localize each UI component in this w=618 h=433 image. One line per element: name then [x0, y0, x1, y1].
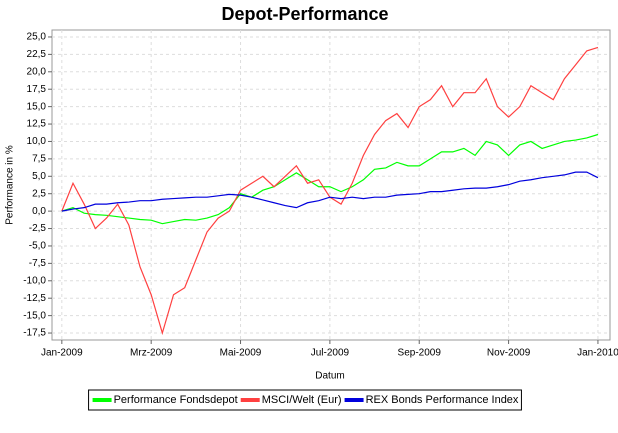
x-tick-label: Mai-2009	[220, 348, 262, 359]
y-tick-label: 2,5	[32, 188, 46, 199]
x-tick-label: Nov-2009	[487, 348, 531, 359]
x-tick-label: Mrz-2009	[130, 348, 173, 359]
x-tick-label: Jan-2010	[577, 348, 618, 359]
legend-box	[88, 389, 522, 411]
y-tick-label: 17,5	[27, 84, 47, 95]
y-tick-label: -17,5	[23, 328, 46, 339]
y-tick-label: -12,5	[23, 293, 46, 304]
y-tick-label: -2,5	[29, 223, 47, 234]
x-tick-label: Sep-2009	[398, 348, 442, 359]
y-tick-label: 12,5	[27, 119, 47, 130]
y-tick-label: 0,0	[32, 206, 46, 217]
y-tick-label: 25,0	[27, 32, 47, 43]
legend-label: MSCI/Welt (Eur)	[262, 394, 342, 406]
y-tick-label: -10,0	[23, 275, 46, 286]
x-axis-title: Datum	[315, 371, 344, 382]
series-line	[61, 171, 599, 212]
y-axis-title: Performance in %	[5, 145, 16, 225]
y-tick-label: 7,5	[32, 154, 46, 165]
x-tick-label: Jul-2009	[311, 348, 350, 359]
y-tick-label: 5,0	[32, 171, 46, 182]
y-tick-label: 10,0	[27, 136, 47, 147]
y-tick-label: 20,0	[27, 66, 47, 77]
y-tick-label: -7,5	[29, 258, 47, 269]
chart-title: Depot-Performance	[221, 4, 388, 24]
plot-area	[51, 29, 611, 341]
legend-label: REX Bonds Performance Index	[366, 394, 519, 406]
y-tick-label: 15,0	[27, 101, 47, 112]
y-tick-label: 22,5	[27, 49, 47, 60]
legend-label: Performance Fondsdepot	[114, 394, 238, 406]
y-tick-label: -15,0	[23, 310, 46, 321]
series-line	[61, 133, 599, 225]
x-tick-label: Jan-2009	[41, 348, 83, 359]
y-tick-label: -5,0	[29, 241, 47, 252]
